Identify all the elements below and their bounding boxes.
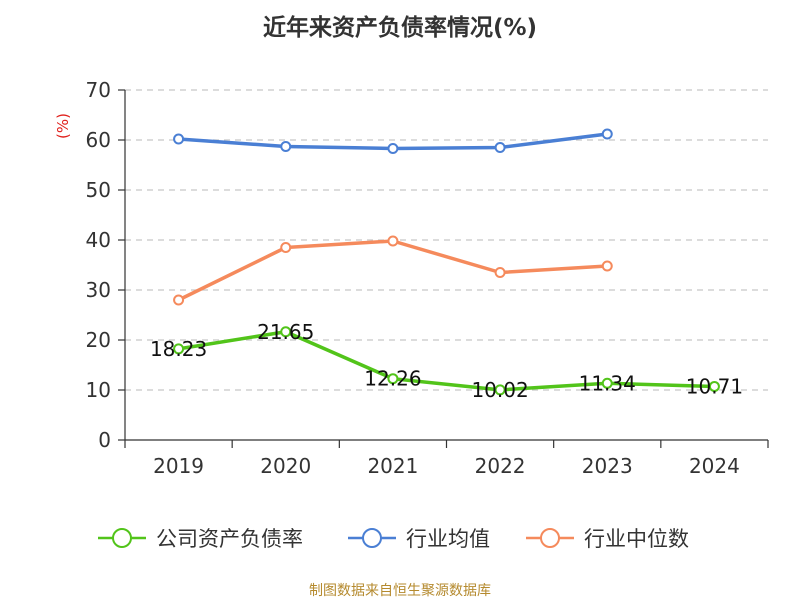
data-point bbox=[280, 242, 292, 253]
data-point bbox=[280, 141, 292, 152]
y-tick-label: 10 bbox=[86, 378, 111, 402]
data-point bbox=[601, 128, 613, 140]
data-point bbox=[494, 267, 506, 278]
y-tick-label: 50 bbox=[86, 178, 111, 202]
legend-marker bbox=[112, 528, 132, 548]
legend-label: 行业中位数 bbox=[584, 527, 689, 551]
data-point bbox=[173, 294, 185, 306]
data-label: 21.65 bbox=[257, 320, 314, 344]
data-label: 10.02 bbox=[471, 378, 528, 402]
legend-label: 行业均值 bbox=[406, 527, 490, 551]
data-point bbox=[601, 260, 613, 272]
chart-title: 近年来资产负债率情况(%) bbox=[262, 15, 538, 41]
x-tick-label: 2019 bbox=[153, 454, 204, 478]
data-point bbox=[494, 142, 506, 153]
x-tick-label: 2023 bbox=[582, 454, 633, 478]
data-label: 11.34 bbox=[579, 371, 636, 395]
data-point bbox=[387, 235, 399, 247]
legend-marker bbox=[362, 528, 382, 548]
x-tick-label: 2024 bbox=[689, 454, 740, 478]
x-tick-label: 2021 bbox=[367, 454, 418, 478]
y-tick-label: 40 bbox=[86, 228, 111, 252]
data-point bbox=[494, 384, 506, 396]
data-label: 12.26 bbox=[364, 367, 421, 391]
legend-label: 公司资产负债率 bbox=[156, 527, 303, 551]
data-point bbox=[173, 343, 185, 355]
data-label: 18.23 bbox=[150, 337, 207, 361]
data-point bbox=[601, 377, 613, 389]
data-point bbox=[387, 143, 399, 154]
x-tick-label: 2022 bbox=[475, 454, 526, 478]
y-tick-label: 30 bbox=[86, 278, 111, 302]
x-tick-label: 2020 bbox=[260, 454, 311, 478]
y-tick-label: 0 bbox=[98, 428, 111, 452]
y-axis-unit-label: (%) bbox=[54, 113, 72, 139]
y-tick-label: 60 bbox=[86, 128, 111, 152]
series-line bbox=[176, 330, 717, 392]
y-tick-label: 20 bbox=[86, 328, 111, 352]
data-point bbox=[173, 133, 185, 145]
data-source-note: 制图数据来自恒生聚源数据库 bbox=[309, 583, 491, 599]
data-point bbox=[280, 326, 292, 338]
data-label: 10.71 bbox=[686, 374, 743, 398]
y-tick-label: 70 bbox=[86, 78, 111, 102]
series-line bbox=[176, 239, 609, 302]
legend-marker bbox=[540, 528, 560, 548]
data-point bbox=[708, 380, 720, 392]
data-point bbox=[387, 373, 399, 385]
